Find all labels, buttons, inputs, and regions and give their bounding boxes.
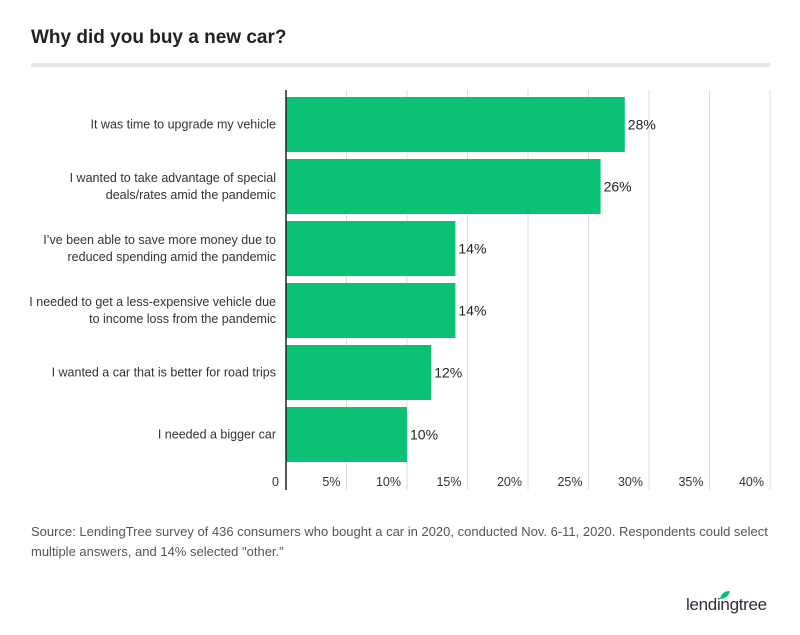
bar <box>286 221 456 276</box>
value-label: 26% <box>604 179 632 195</box>
category-label-line: I’ve been able to save more money due to <box>43 233 276 247</box>
value-label: 12% <box>434 365 462 381</box>
category-label: I’ve been able to save more money due to… <box>43 233 276 264</box>
category-label: I needed a bigger car <box>158 428 276 442</box>
source-note: Source: LendingTree survey of 436 consum… <box>31 524 768 559</box>
bar <box>286 283 456 338</box>
category-label-line: deals/rates amid the pandemic <box>106 188 276 202</box>
category-labels: It was time to upgrade my vehicle I wante… <box>29 118 276 442</box>
category-label-line: I needed a bigger car <box>158 428 276 442</box>
chart-title: Why did you buy a new car? <box>31 27 287 48</box>
lendingtree-logo: lendingtree <box>686 595 767 614</box>
category-label: It was time to upgrade my vehicle <box>91 118 277 132</box>
category-label: I needed to get a less-expensive vehicle… <box>29 295 276 326</box>
x-tick-label: 25% <box>557 475 582 489</box>
category-label-line: I wanted a car that is better for road t… <box>52 366 276 380</box>
title-divider <box>31 63 770 67</box>
x-tick-label: 40% <box>739 475 764 489</box>
x-tick-labels: 0 5% 10% 15% 20% 25% 30% 35% 40% <box>272 475 764 489</box>
value-label: 14% <box>458 241 486 257</box>
category-label-line: reduced spending amid the pandemic <box>68 250 276 264</box>
bar-chart: It was time to upgrade my vehicle I wante… <box>29 90 771 490</box>
gridlines <box>346 90 771 490</box>
x-tick-label: 30% <box>618 475 643 489</box>
bar <box>286 345 432 400</box>
x-tick-label: 10% <box>376 475 401 489</box>
category-label-line: It was time to upgrade my vehicle <box>91 118 277 132</box>
bar <box>286 407 407 462</box>
category-label: I wanted to take advantage of special dea… <box>70 171 276 202</box>
x-tick-label: 35% <box>678 475 703 489</box>
value-label: 28% <box>628 117 656 133</box>
x-tick-label: 15% <box>436 475 461 489</box>
value-label: 14% <box>458 303 486 319</box>
bar <box>286 159 601 214</box>
category-label-line: I wanted to take advantage of special <box>70 171 276 185</box>
bars <box>286 97 625 462</box>
category-label-line: I needed to get a less-expensive vehicle… <box>29 295 276 309</box>
x-tick-label: 0 <box>272 475 279 489</box>
bar <box>286 97 625 152</box>
x-tick-label: 20% <box>497 475 522 489</box>
leaf-icon <box>720 591 730 599</box>
value-labels: 28% 26% 14% 14% 12% 10% <box>410 117 656 443</box>
category-label: I wanted a car that is better for road t… <box>52 366 276 380</box>
value-label: 10% <box>410 427 438 443</box>
category-label-line: to income loss from the pandemic <box>89 312 276 326</box>
x-tick-label: 5% <box>322 475 340 489</box>
